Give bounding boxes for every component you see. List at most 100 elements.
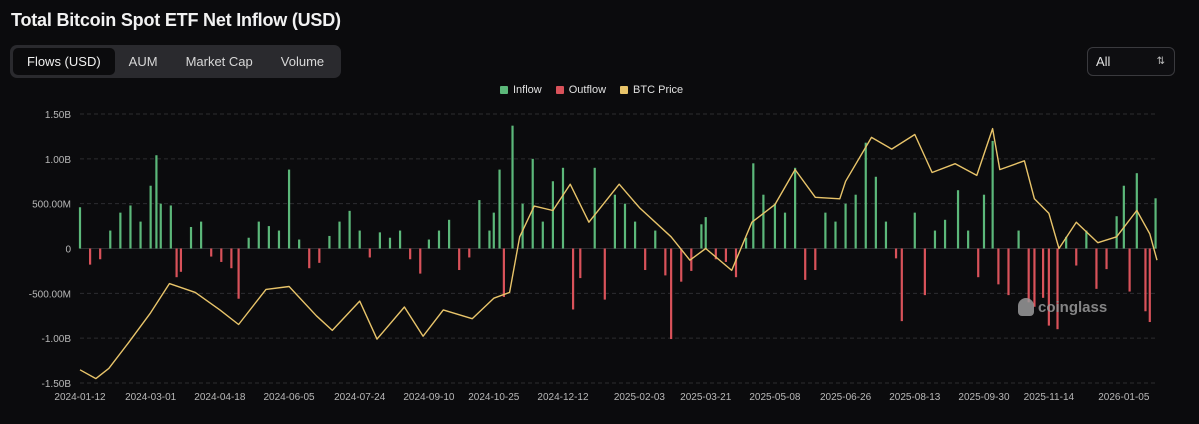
y-tick-label: -1.50B <box>42 379 72 390</box>
inflow-bar <box>119 212 122 249</box>
inflow-bar <box>593 167 596 249</box>
btc-price-line <box>79 127 1158 380</box>
inflow-bar <box>488 230 491 249</box>
outflow-bar <box>900 248 903 322</box>
outflow-bar <box>894 248 898 259</box>
y-tick-label: 0 <box>65 245 71 256</box>
outflow-bar <box>1042 248 1045 298</box>
inflow-bar <box>478 200 481 249</box>
inflow-bar <box>247 237 250 249</box>
inflow-bar <box>1154 198 1157 249</box>
inflow-bar <box>378 232 381 249</box>
inflow-bar <box>492 212 495 249</box>
chart-legend: Inflow Outflow BTC Price <box>500 84 683 96</box>
inflow-bar <box>129 205 132 249</box>
tab-market-cap[interactable]: Market Cap <box>185 54 253 69</box>
outflow-bar <box>502 248 505 297</box>
inflow-bar <box>551 181 554 249</box>
inflow-bar <box>834 221 837 249</box>
outflow-bar <box>571 248 575 310</box>
inflow-bar <box>169 205 172 249</box>
inflow-bar <box>864 142 867 249</box>
x-tick-label: 2024-03-01 <box>125 392 177 403</box>
x-tick-label: 2025-03-21 <box>680 392 732 403</box>
tab-volume[interactable]: Volume <box>280 54 325 69</box>
x-tick-label: 2024-07-24 <box>334 392 386 403</box>
inflow-bar <box>613 194 616 249</box>
inflow-bar <box>956 190 960 249</box>
inflow-bar <box>328 235 331 249</box>
outflow-bar <box>308 248 311 269</box>
inflow-bar <box>358 230 361 249</box>
inflow-bar <box>498 169 501 249</box>
outflow-bar <box>468 248 471 258</box>
legend-label: Inflow <box>513 84 542 96</box>
inflow-bar <box>298 239 301 249</box>
legend-item-outflow[interactable]: Outflow <box>555 84 606 96</box>
inflow-bar <box>437 230 441 249</box>
x-tick-label: 2024-12-12 <box>537 392 589 403</box>
outflow-bar <box>724 248 728 262</box>
outflow-bar <box>714 248 717 260</box>
y-tick-label: 1.00B <box>45 155 71 166</box>
inflow-bar <box>257 221 260 249</box>
range-select[interactable]: All ⇅ <box>1087 47 1175 76</box>
inflow-bar <box>447 219 451 249</box>
outflow-bar <box>1148 248 1151 323</box>
tab-flows[interactable]: Flows (USD) <box>13 48 115 75</box>
inflow-bar <box>943 219 947 249</box>
inflow-bar <box>159 203 162 249</box>
outflow-bar <box>1075 248 1078 266</box>
y-tick-label: -1.00B <box>42 334 72 345</box>
inflow-bar <box>824 212 827 249</box>
x-tick-label: 2025-11-14 <box>1024 392 1075 403</box>
legend-item-btc-price[interactable]: BTC Price <box>620 84 683 96</box>
inflow-bar <box>967 230 970 249</box>
outflow-bar <box>1007 248 1010 296</box>
outflow-bar <box>670 248 673 340</box>
outflow-bar <box>1056 248 1059 330</box>
outflow-bar <box>603 248 606 300</box>
chevron-updown-icon: ⇅ <box>1156 56 1165 67</box>
inflow-bar <box>338 221 341 249</box>
x-tick-label: 2024-04-18 <box>194 392 246 403</box>
outflow-bar <box>1128 248 1131 292</box>
outflow-bar <box>210 248 213 257</box>
outflow-bar <box>680 248 683 282</box>
inflow-bar <box>884 221 888 249</box>
inflow-bar <box>752 163 755 249</box>
x-tick-label: 2024-10-25 <box>468 392 520 403</box>
inflow-bar <box>1017 230 1020 249</box>
outflow-bar <box>664 248 667 276</box>
inflow-bar <box>531 158 534 249</box>
inflow-bar <box>874 176 877 249</box>
outflow-bar <box>1027 248 1030 303</box>
legend-item-inflow[interactable]: Inflow <box>500 84 542 96</box>
tab-aum[interactable]: AUM <box>128 54 158 69</box>
inflow-bar <box>511 125 514 249</box>
inflow-bar <box>427 239 431 249</box>
inflow-bar <box>1085 230 1088 249</box>
view-tabs: Flows (USD) AUM Market Cap Volume <box>10 45 342 78</box>
inflow-bar <box>1122 185 1125 249</box>
x-tick-label: 2024-01-12 <box>54 392 106 403</box>
inflow-bar <box>794 167 797 249</box>
coinglass-logo-icon <box>1018 298 1034 316</box>
inflow-bar <box>913 212 916 249</box>
x-tick-label: 2025-05-08 <box>749 392 801 403</box>
outflow-bar <box>1095 248 1098 289</box>
inflow-bar <box>155 155 158 249</box>
inflow-bar <box>287 169 291 249</box>
x-tick-label: 2025-06-26 <box>820 392 872 403</box>
outflow-bar <box>220 248 223 262</box>
outflow-bar <box>804 248 807 280</box>
inflow-bar <box>844 203 847 249</box>
outflow-swatch <box>555 86 564 94</box>
x-tick-label: 2025-02-03 <box>614 392 666 403</box>
inflow-bar <box>933 230 937 249</box>
inflow-bar <box>633 221 637 249</box>
outflow-bar <box>237 248 240 299</box>
price-swatch <box>620 86 629 94</box>
y-tick-label: 500.00M <box>32 200 71 211</box>
